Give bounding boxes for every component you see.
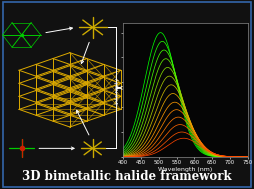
Y-axis label: Intensity: Intensity [114,76,119,104]
X-axis label: Wavelength (nm): Wavelength (nm) [158,167,213,172]
Text: 3D bimetallic halide framework: 3D bimetallic halide framework [22,170,232,183]
